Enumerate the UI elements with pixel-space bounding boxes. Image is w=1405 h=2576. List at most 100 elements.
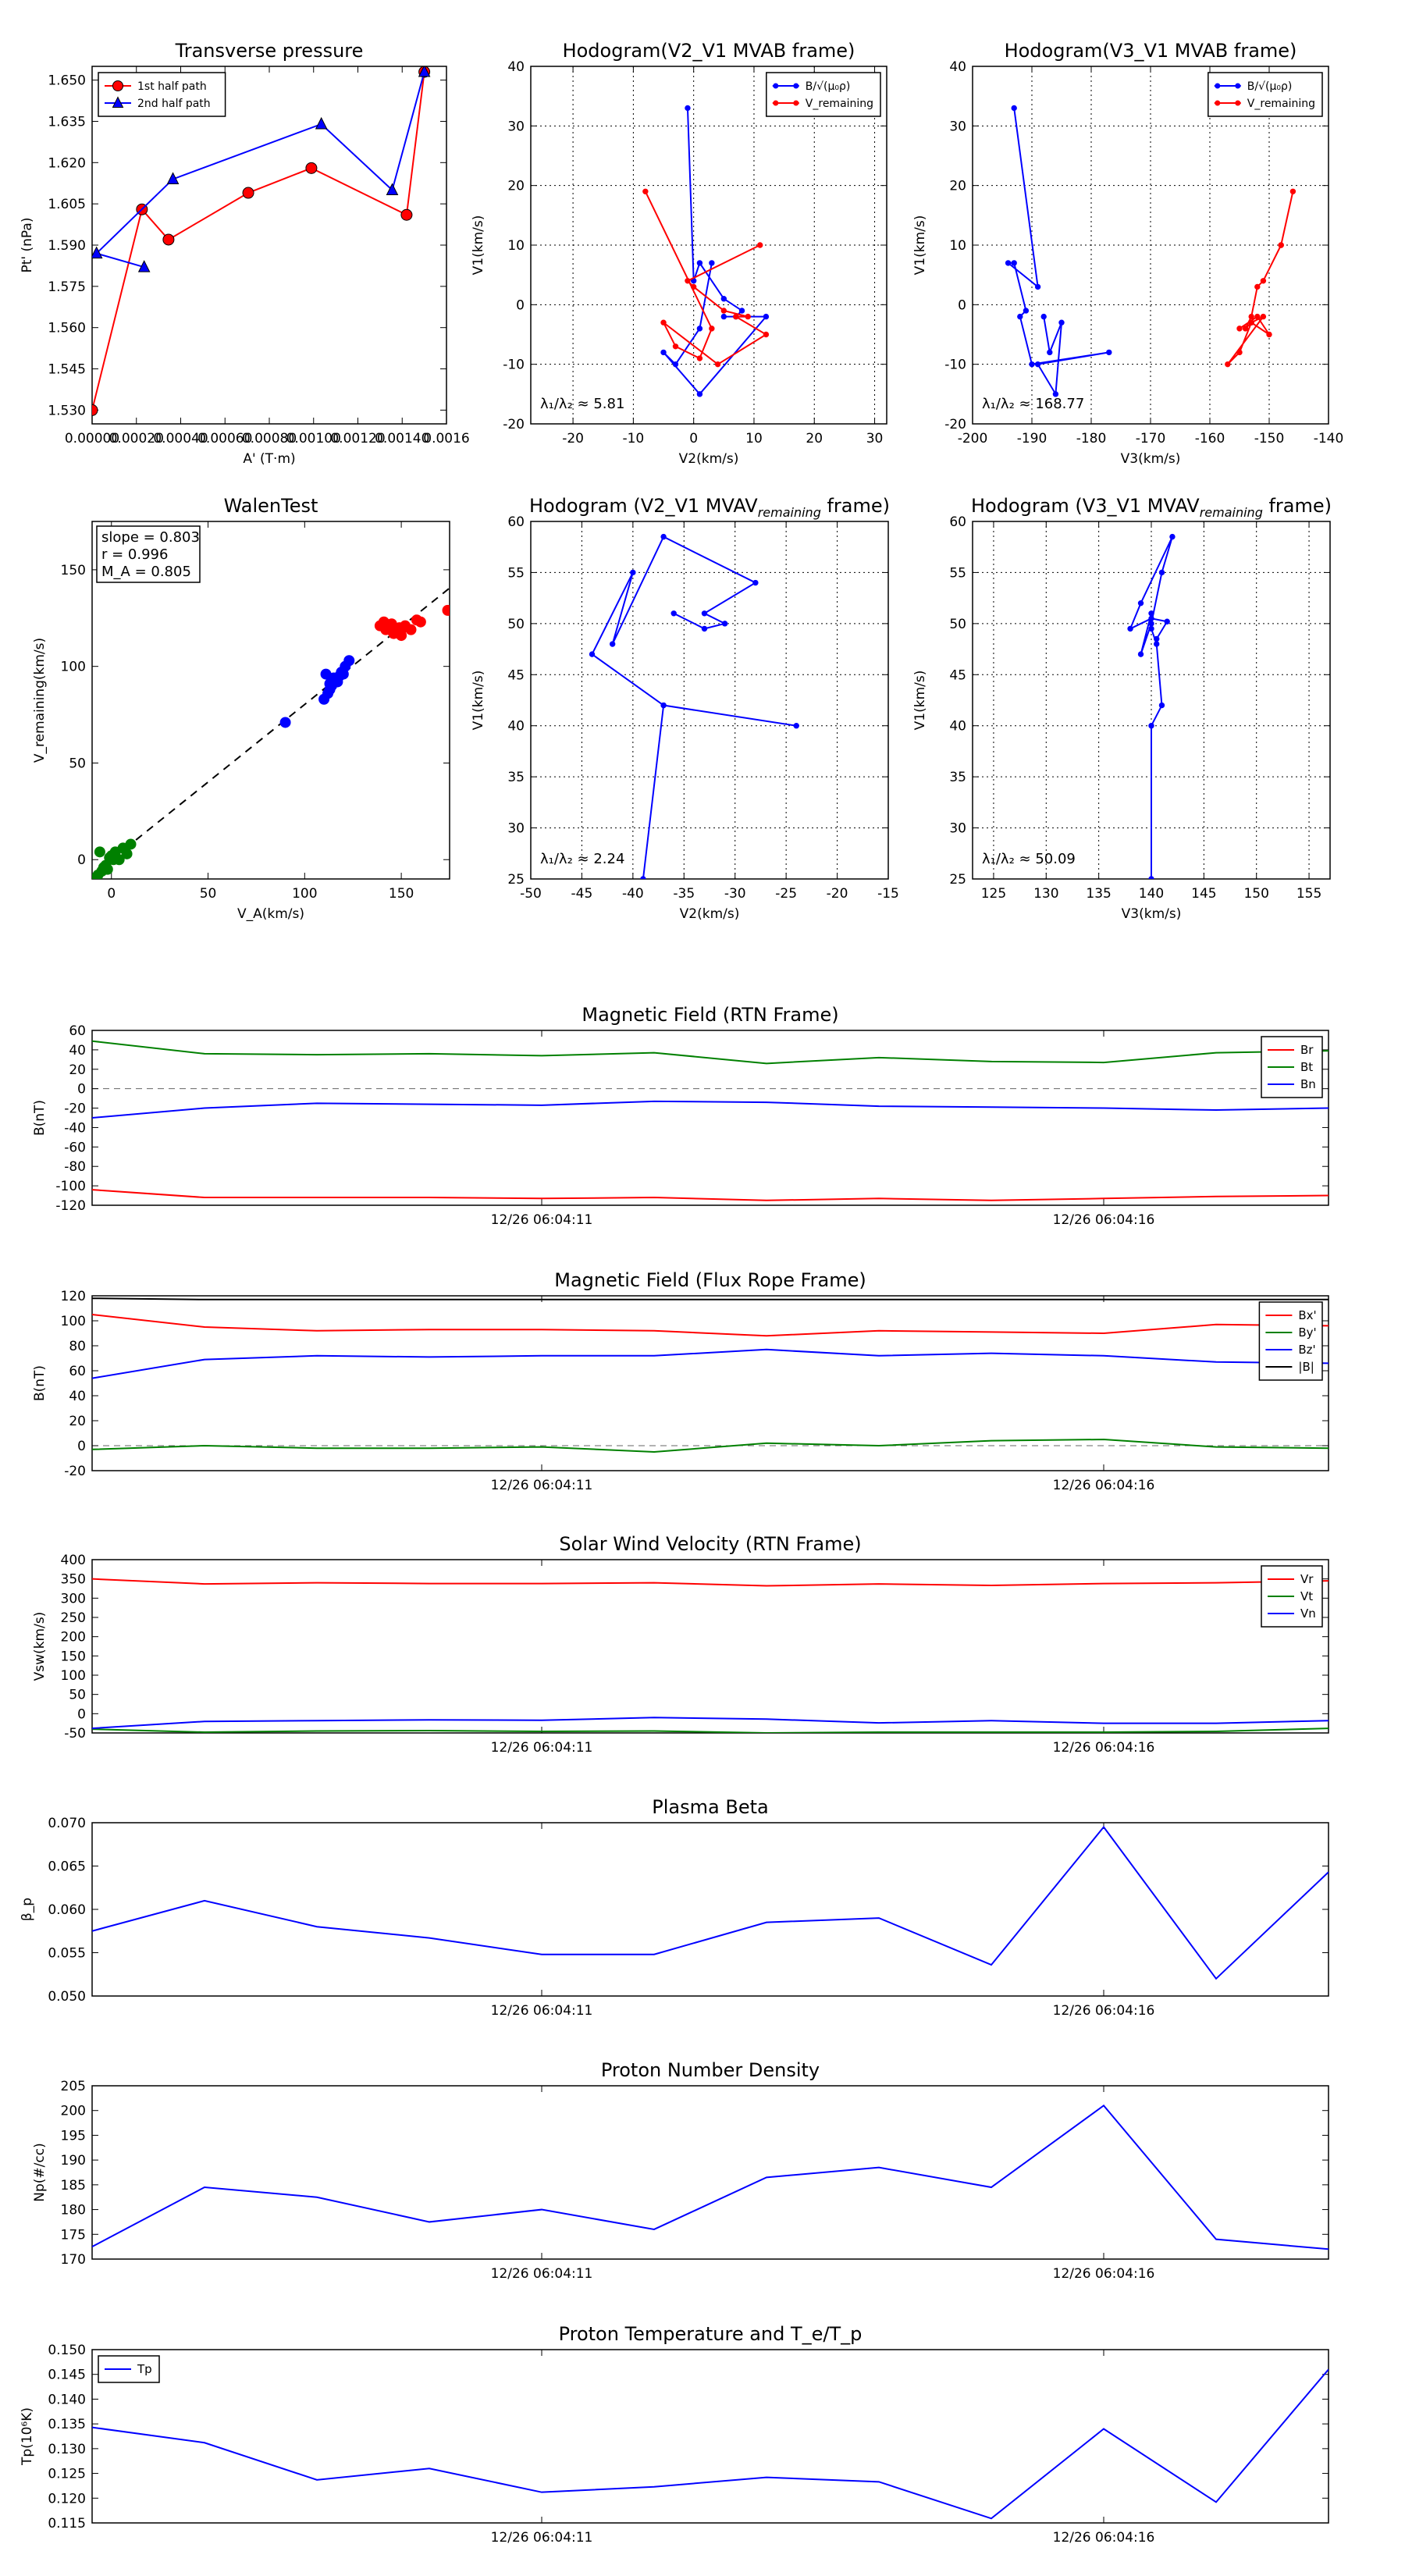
x-tick-label: 0.00140 bbox=[375, 431, 429, 447]
y-tick-label: 0.150 bbox=[48, 2343, 86, 2358]
data-point bbox=[752, 579, 759, 586]
x-tick-label: -35 bbox=[673, 886, 695, 902]
y-tick-label: 0 bbox=[77, 852, 86, 868]
data-point bbox=[378, 616, 389, 628]
y-tick-label: 1.545 bbox=[48, 362, 86, 378]
data-point bbox=[340, 660, 351, 672]
chart-hodogram-v3-v1-mvab: Hodogram(V3_V1 MVAB frame)-200 -190 -180 -1… bbox=[912, 40, 1343, 467]
legend-marker bbox=[793, 83, 799, 89]
data-point bbox=[630, 569, 636, 576]
y-tick-label: 195 bbox=[61, 2128, 86, 2144]
legend-label: V_remaining bbox=[806, 98, 873, 110]
y-tick-label: 40 bbox=[507, 59, 525, 75]
data-point bbox=[1225, 361, 1231, 368]
chart-title: Magnetic Field (Flux Rope Frame) bbox=[554, 1269, 866, 1291]
y-tick-label: 20 bbox=[507, 179, 525, 194]
plot-frame bbox=[91, 521, 450, 880]
x-tick-label: 130 bbox=[1033, 886, 1058, 902]
x-tick-label: 12/26 06:04:16 bbox=[1053, 1740, 1155, 1756]
series-line-bn bbox=[92, 1100, 1329, 1119]
data-point bbox=[92, 246, 103, 259]
ratio-annotation: λ₁/λ₂ ≈ 5.81 bbox=[540, 396, 624, 412]
data-layer bbox=[92, 1040, 1329, 1201]
data-point bbox=[113, 854, 125, 866]
data-point bbox=[660, 319, 667, 326]
x-tick-label: 0.00040 bbox=[153, 431, 208, 447]
legend-marker bbox=[112, 80, 123, 91]
y-tick-label: 40 bbox=[949, 719, 966, 735]
y-tick-label: 1.575 bbox=[48, 279, 86, 295]
x-axis-label: A' (T·m) bbox=[243, 451, 295, 467]
legend-box bbox=[98, 72, 226, 117]
x-tick-label: 0.00060 bbox=[197, 431, 252, 447]
y-tick-label: 80 bbox=[69, 1339, 86, 1354]
y-axis-label: B(nT) bbox=[32, 1100, 48, 1136]
data-point bbox=[1148, 625, 1154, 632]
x-tick-label: 125 bbox=[981, 886, 1006, 902]
x-tick-label: 12/26 06:04:16 bbox=[1053, 2003, 1155, 2019]
chart-title-end: frame) bbox=[821, 495, 890, 517]
data-point bbox=[386, 183, 399, 196]
data-layer bbox=[1127, 533, 1176, 879]
y-tick-label: -50 bbox=[64, 1726, 86, 1742]
x-tick-label: 0.00080 bbox=[242, 431, 297, 447]
series-line-b- bbox=[1005, 108, 1109, 397]
data-layer bbox=[589, 533, 799, 879]
data-point bbox=[1158, 569, 1165, 576]
x-tick-label: 150 bbox=[1243, 886, 1268, 902]
legend-marker bbox=[112, 96, 124, 108]
data-point bbox=[92, 404, 98, 416]
chart-hodogram-v2-v1-mvav: Hodogram (V2_V1 MVAVremaining frame) -50 -… bbox=[471, 495, 899, 922]
data-point bbox=[1034, 283, 1041, 290]
x-tick-label: 135 bbox=[1086, 886, 1111, 902]
x-tick-label: -150 bbox=[1254, 431, 1285, 447]
y-tick-label: 10 bbox=[949, 238, 966, 254]
x-tick-label: 12/26 06:04:11 bbox=[491, 1212, 593, 1228]
y-tick-label: 35 bbox=[507, 770, 525, 785]
data-point bbox=[1242, 326, 1249, 332]
data-point bbox=[1058, 319, 1065, 326]
series-line-bz- bbox=[92, 1348, 1329, 1379]
y-tick-label: 50 bbox=[507, 617, 525, 632]
y-tick-label: 1.530 bbox=[48, 403, 86, 418]
data-point bbox=[1254, 283, 1261, 290]
data-point bbox=[166, 172, 180, 184]
x-tick-label: 0.00100 bbox=[286, 431, 341, 447]
y-tick-label: 35 bbox=[949, 770, 966, 785]
x-tick-label: 12/26 06:04:11 bbox=[491, 2266, 593, 2282]
y-tick-label: 50 bbox=[949, 617, 966, 632]
x-tick-label: -190 bbox=[1017, 431, 1048, 447]
stats-line: r = 0.996 bbox=[101, 546, 168, 563]
data-point bbox=[720, 308, 727, 314]
y-tick-label: 100 bbox=[61, 1668, 86, 1684]
x-tick-label: 0.00020 bbox=[109, 431, 164, 447]
data-point bbox=[1052, 391, 1059, 397]
y-tick-label: 0 bbox=[77, 1082, 86, 1098]
data-point bbox=[1005, 260, 1012, 266]
y-tick-label: 190 bbox=[61, 2153, 86, 2169]
data-layer bbox=[1005, 105, 1297, 397]
legend-label: Bt bbox=[1300, 1060, 1313, 1074]
data-point bbox=[609, 641, 616, 647]
y-tick-label: 0 bbox=[958, 297, 966, 313]
data-point bbox=[1017, 313, 1023, 320]
data-point bbox=[1164, 618, 1170, 624]
x-tick-label: -20 bbox=[562, 431, 584, 447]
data-point bbox=[721, 621, 728, 627]
stats-box bbox=[96, 525, 201, 583]
data-point bbox=[332, 676, 343, 688]
x-tick-label: -50 bbox=[520, 886, 542, 902]
chart-magnetic-field-flux-rope: Magnetic Field (Flux Rope Frame) 12/26 06… bbox=[32, 1269, 1329, 1493]
ratio-annotation: λ₁/λ₂ ≈ 50.09 bbox=[982, 851, 1076, 867]
x-axis-label: V2(km/s) bbox=[680, 906, 740, 922]
data-point bbox=[1236, 349, 1243, 356]
legend-label: 1st half path bbox=[137, 80, 207, 93]
legend-marker bbox=[793, 100, 799, 106]
legend: Bx' By' Bz' |B| bbox=[1258, 1301, 1323, 1381]
data-point bbox=[709, 326, 715, 332]
data-point bbox=[1034, 361, 1041, 368]
y-tick-label: -120 bbox=[55, 1198, 86, 1214]
y-tick-label: 350 bbox=[61, 1572, 86, 1588]
data-point bbox=[1289, 188, 1297, 195]
